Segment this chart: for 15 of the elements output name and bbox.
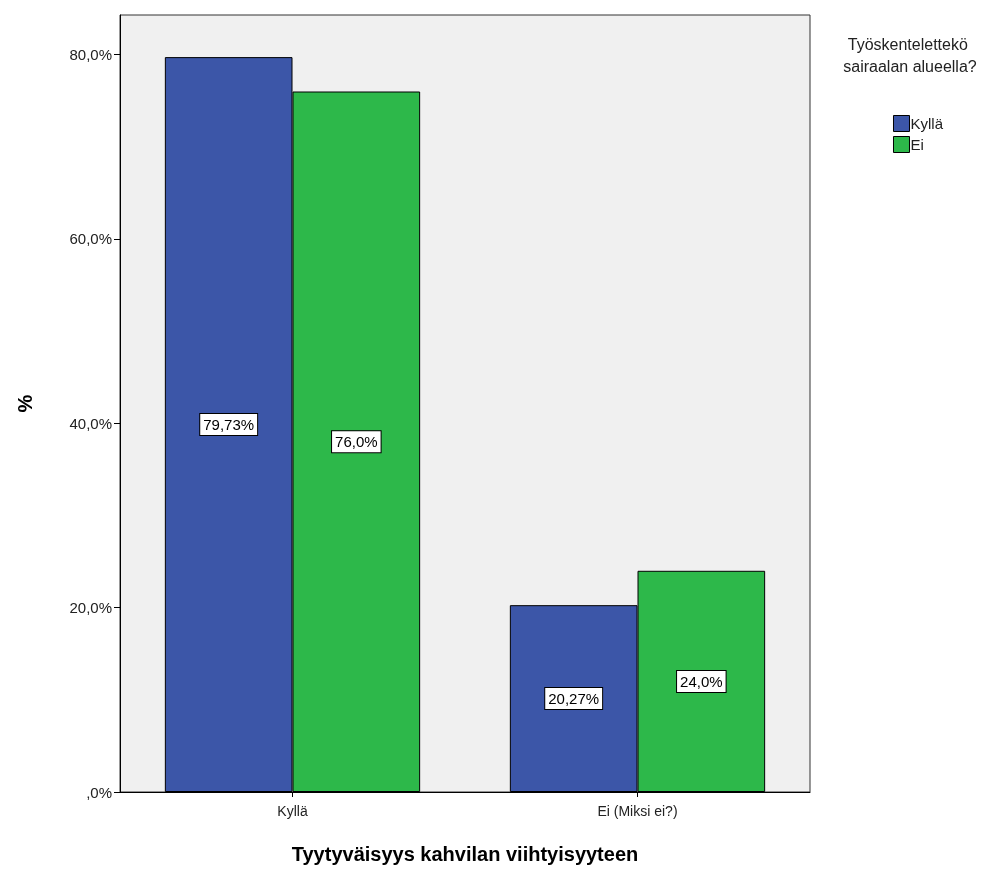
y-tick-label: 40,0%: [69, 414, 112, 432]
y-axis-title: %: [14, 394, 36, 413]
y-tick-label: 20,0%: [69, 599, 112, 617]
legend-label: Kyllä: [910, 115, 944, 132]
x-axis-title: Tyytyväisyys kahvilan viihtyisyyteen: [291, 843, 639, 865]
y-tick-label: 60,0%: [69, 230, 112, 248]
data-label: 24,0%: [680, 672, 723, 690]
data-label: 20,27%: [548, 690, 600, 708]
legend-title: Työskentelettekö sairaalan alueella?: [843, 35, 977, 75]
y-tick-label: ,0%: [86, 783, 112, 801]
x-tick-label: Ei (Miksi ei?): [597, 803, 678, 819]
legend-label: Ei: [910, 136, 924, 153]
data-label: 79,73%: [203, 416, 255, 434]
y-tick-label: 80,0%: [69, 46, 112, 64]
data-label: 76,0%: [335, 433, 378, 451]
